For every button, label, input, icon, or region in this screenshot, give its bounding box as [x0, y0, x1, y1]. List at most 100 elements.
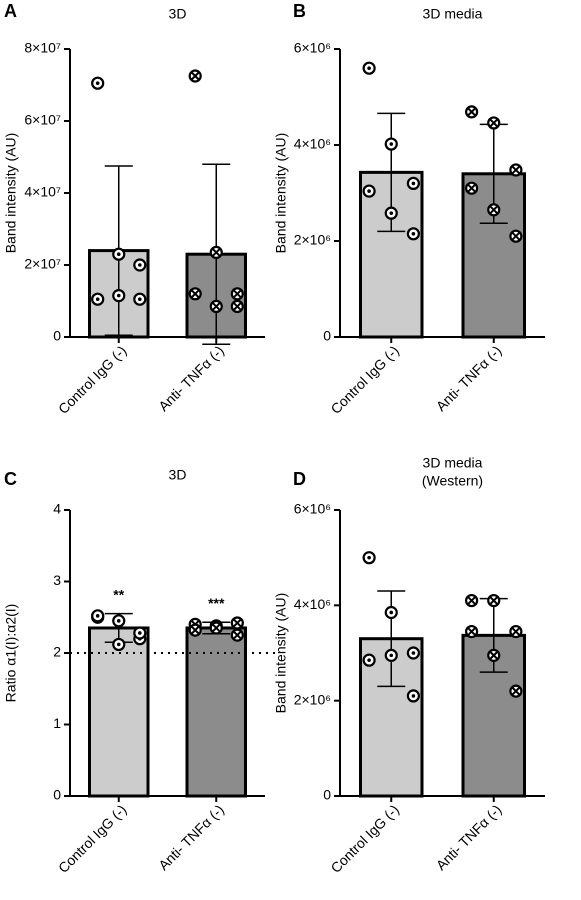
data-point	[188, 69, 202, 83]
y-tick-label: 6×10⁶	[294, 40, 331, 56]
data-point	[465, 624, 479, 639]
y-axis-label: Band intensity (AU)	[3, 133, 19, 254]
bar	[185, 626, 247, 798]
x-tick-label: Anti- TNFα (-)	[433, 801, 505, 873]
chart-title: 3D	[169, 6, 187, 22]
x-tick-label: Anti- TNFα (-)	[155, 342, 227, 414]
point-cross	[212, 623, 221, 633]
y-tick-label: 4×10⁶	[294, 136, 331, 152]
point-dot	[138, 263, 142, 267]
data-point	[465, 181, 479, 195]
point-cross	[467, 596, 476, 605]
point-dot	[367, 658, 371, 662]
point-cross	[489, 205, 498, 215]
data-point	[230, 287, 244, 301]
data-point	[209, 621, 223, 635]
data-point	[188, 623, 202, 637]
point-cross	[511, 627, 521, 636]
point-cross	[190, 289, 200, 299]
y-axis-label: Band intensity (AU)	[273, 133, 289, 254]
point-cross	[233, 302, 242, 311]
data-point	[509, 163, 523, 177]
data-point	[465, 105, 479, 119]
y-tick-label: 8×10⁷	[24, 40, 61, 56]
chart-title: 3D media	[423, 6, 483, 22]
point-dot	[95, 81, 100, 85]
data-point	[91, 76, 105, 90]
y-tick-label: 4×10⁷	[24, 184, 61, 200]
y-tick-label: 6×10⁷	[24, 112, 61, 128]
data-point	[209, 245, 223, 259]
x-tick-label: Control IgG (-)	[327, 342, 402, 417]
data-point	[509, 229, 523, 243]
point-dot	[411, 694, 416, 698]
data-point	[406, 227, 420, 241]
y-axis-label: Ratio α1(I):α2(I)	[3, 604, 19, 703]
point-cross	[511, 165, 521, 175]
panel-label: C	[4, 469, 17, 489]
data-point	[384, 648, 398, 662]
data-point	[133, 626, 147, 640]
chart-subtitle: (Western)	[422, 473, 483, 489]
data-point	[230, 628, 244, 642]
data-point	[91, 292, 105, 306]
y-tick-label: 0	[323, 787, 331, 803]
data-point	[406, 689, 420, 703]
point-dot	[411, 181, 416, 186]
point-cross	[233, 630, 242, 640]
y-tick-label: 2	[53, 644, 61, 660]
data-point	[362, 653, 376, 667]
point-cross	[511, 686, 521, 696]
point-cross	[212, 248, 221, 257]
point-cross	[467, 627, 476, 636]
chart-title: 3D	[169, 467, 187, 483]
data-point	[209, 299, 223, 313]
point-dot	[389, 610, 394, 615]
x-tick-label: Control IgG (-)	[327, 801, 402, 876]
point-dot	[411, 651, 416, 655]
point-dot	[95, 614, 100, 618]
data-point	[230, 616, 244, 630]
point-dot	[411, 232, 416, 236]
y-tick-label: 2×10⁷	[24, 256, 61, 272]
data-point	[230, 299, 244, 313]
data-point	[509, 684, 523, 698]
point-dot	[116, 619, 121, 623]
point-cross	[467, 183, 476, 193]
point-cross	[190, 71, 200, 81]
y-tick-label: 3	[53, 572, 61, 588]
data-point	[112, 247, 126, 261]
point-dot	[95, 297, 100, 302]
data-point	[384, 206, 398, 220]
data-point	[91, 609, 105, 623]
point-cross	[190, 625, 200, 635]
data-point	[133, 292, 147, 306]
point-cross	[489, 651, 498, 660]
data-point	[487, 648, 501, 662]
data-point	[465, 593, 479, 608]
point-cross	[489, 596, 498, 605]
point-dot	[389, 653, 394, 658]
data-point	[112, 289, 126, 303]
data-point	[188, 287, 202, 301]
y-tick-label: 1	[53, 715, 61, 731]
data-point	[487, 593, 501, 608]
x-tick-label: Control IgG (-)	[55, 801, 130, 876]
panel-label: D	[293, 469, 306, 489]
point-dot	[116, 252, 121, 256]
point-cross	[489, 118, 498, 128]
data-point	[384, 137, 398, 151]
point-dot	[367, 555, 371, 560]
point-dot	[138, 631, 142, 635]
point-cross	[233, 618, 242, 628]
data-point	[487, 116, 501, 130]
point-dot	[116, 642, 121, 647]
y-tick-label: 6×10⁶	[294, 501, 331, 517]
y-tick-label: 2×10⁶	[294, 691, 331, 707]
y-tick-label: 4	[53, 501, 61, 517]
y-axis-label: Band intensity (AU)	[273, 593, 289, 714]
y-tick-label: 0	[53, 328, 61, 344]
panel-label: B	[293, 1, 306, 21]
x-tick-label: Anti- TNFα (-)	[433, 342, 505, 414]
